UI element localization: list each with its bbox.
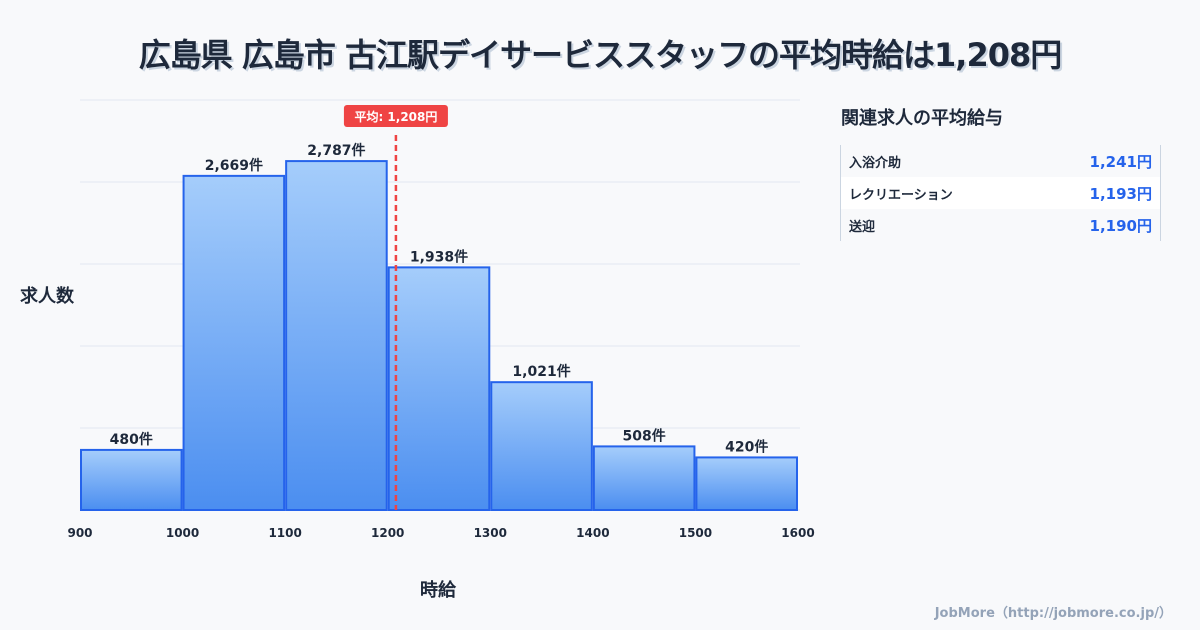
mean-label: 平均: 1,208円 [354, 109, 437, 124]
bar [387, 266, 491, 511]
related-job-row: レクリエーション 1,193円 [841, 177, 1160, 209]
job-label: レクリエーション [849, 187, 953, 203]
bar-value-label: 480件 [110, 431, 153, 448]
bar-value-label: 420件 [725, 438, 768, 455]
x-tick-label: 1100 [268, 526, 301, 540]
x-tick-label: 1600 [781, 526, 814, 540]
x-axis-label: 時給 [420, 580, 456, 601]
related-jobs-table: 入浴介助 1,241円 レクリエーション 1,193円 送迎 1,190円 [840, 145, 1161, 241]
x-tick-label: 1200 [371, 526, 404, 540]
bar-value-label: 2,787件 [307, 142, 365, 159]
bar-value-label: 2,669件 [205, 157, 263, 174]
job-wage: 1,190円 [1089, 216, 1152, 235]
x-tick-label: 1000 [166, 526, 199, 540]
x-tick-label: 1300 [474, 526, 507, 540]
job-wage: 1,193円 [1089, 184, 1152, 203]
bar [695, 456, 799, 512]
y-axis-label: 求人数 [20, 286, 74, 307]
job-wage: 1,241円 [1089, 152, 1152, 171]
bar [80, 448, 183, 511]
related-job-row: 送迎 1,190円 [841, 209, 1160, 241]
mean-badge [343, 105, 448, 127]
x-tick-label: 900 [67, 526, 92, 540]
bar [285, 160, 388, 511]
bar [490, 381, 593, 511]
bar-value-label: 508件 [623, 427, 666, 444]
job-label: 入浴介助 [849, 155, 902, 171]
bar-value-label: 1,021件 [512, 363, 570, 380]
bar [182, 174, 286, 511]
related-jobs-title: 関連求人の平均給与 [841, 108, 1003, 129]
related-job-row: 入浴介助 1,241円 [841, 145, 1160, 177]
chart-title: 広島県 広島市 古江駅デイサービススタッフの平均時給は1,208円 [138, 36, 1063, 74]
x-tick-label: 1400 [576, 526, 609, 540]
footer-credit: JobMore（http://jobmore.co.jp/） [934, 606, 1172, 621]
job-label: 送迎 [849, 219, 876, 235]
bar-value-label: 1,938件 [410, 248, 468, 265]
bar [592, 445, 696, 511]
x-tick-label: 1500 [679, 526, 712, 540]
